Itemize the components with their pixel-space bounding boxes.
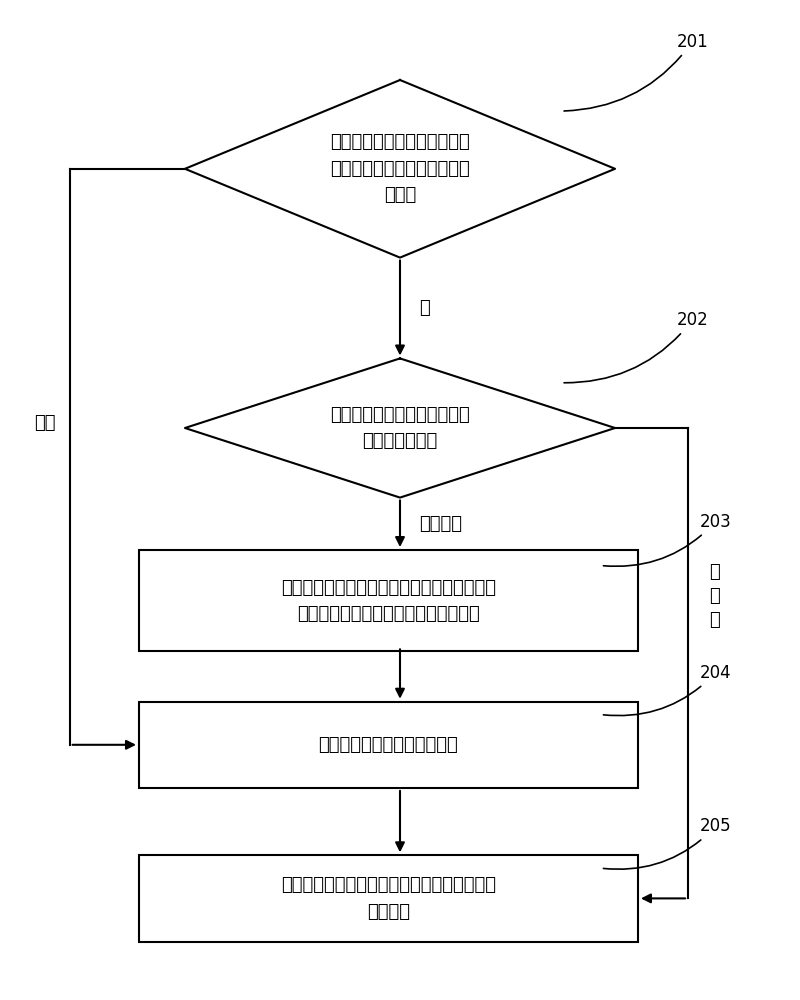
Bar xyxy=(139,855,638,942)
Text: 204: 204 xyxy=(603,664,731,716)
Text: 空调监控板根据预设检测策略
确定空调主控板上是否有电信
号传输: 空调监控板根据预设检测策略 确定空调主控板上是否有电信 号传输 xyxy=(330,133,470,204)
Text: 确定所述空调监控板与所述空调主控板间并未
发生故障: 确定所述空调监控板与所述空调主控板间并未 发生故障 xyxy=(281,876,496,921)
Bar xyxy=(139,550,638,651)
Text: 有: 有 xyxy=(419,299,430,317)
Text: 未接收到: 未接收到 xyxy=(419,515,462,533)
Text: 205: 205 xyxy=(603,817,731,869)
Polygon shape xyxy=(185,358,615,498)
Text: 接
收
到: 接 收 到 xyxy=(710,563,720,629)
Text: 确定空调主控板处于断电状态: 确定空调主控板处于断电状态 xyxy=(318,736,458,754)
Text: 没有: 没有 xyxy=(34,414,56,432)
Text: 所述空调监控板确定与所述空调主控板间发生
故障，通过告警消息将该故障进行上报: 所述空调监控板确定与所述空调主控板间发生 故障，通过告警消息将该故障进行上报 xyxy=(281,579,496,623)
Text: 203: 203 xyxy=(603,513,731,566)
Text: 确定能否与所述空调主控板完
成信令消息交互: 确定能否与所述空调主控板完 成信令消息交互 xyxy=(330,406,470,450)
Bar xyxy=(139,702,638,788)
Text: 201: 201 xyxy=(564,33,708,111)
Text: 202: 202 xyxy=(564,311,708,383)
Polygon shape xyxy=(185,80,615,258)
